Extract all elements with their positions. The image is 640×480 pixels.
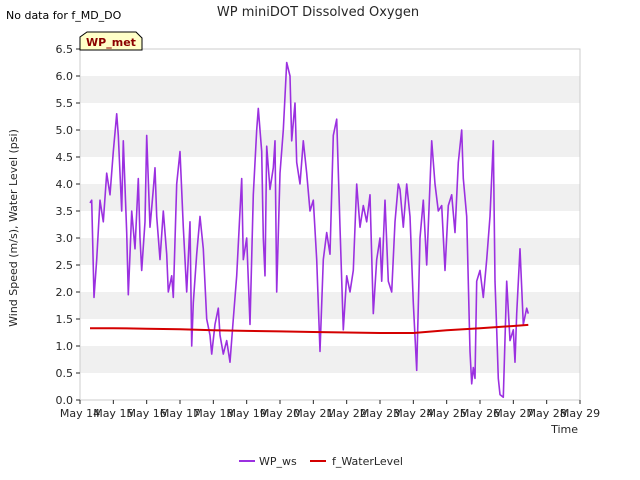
y-axis-ticks: 0.0 0.5 1.0 1.5 2.0 2.5 3.0 3.5 4.0 4.5 5.0 5.5 6.0 6…	[56, 43, 80, 407]
y-tick-label: 0.5	[56, 367, 74, 380]
grid-band	[80, 49, 580, 76]
series-line-wp-ws	[89, 61, 530, 399]
x-tick-label: May 24	[393, 407, 433, 420]
y-tick-label: 1.5	[56, 313, 74, 326]
x-tick-label: May 17	[160, 407, 200, 420]
y-tick-label: 4.0	[56, 178, 74, 191]
y-tick-label: 6.5	[56, 43, 74, 56]
grid-band	[80, 373, 580, 400]
y-tick-label: 1.0	[56, 340, 74, 353]
grid-band	[80, 265, 580, 292]
y-tick-label: 6.0	[56, 70, 74, 83]
x-tick-label: May 16	[127, 407, 167, 420]
x-tick-label: May 29	[560, 407, 600, 420]
badge: WP_met	[79, 31, 143, 51]
x-tick-label: May 14	[60, 407, 100, 420]
x-tick-label: May 28	[527, 407, 567, 420]
chart-title: WP miniDOT Dissolved Oxygen	[217, 5, 419, 20]
x-axis-label: Time	[550, 423, 578, 436]
x-tick-label: May 18	[193, 407, 233, 420]
grid-band	[80, 184, 580, 211]
legend-label-water-level: f_WaterLevel	[332, 455, 403, 468]
y-axis-label: Wind Speed (m/s), Water Level (psi)	[7, 129, 20, 327]
x-tick-label: May 23	[360, 407, 400, 420]
x-tick-label: May 21	[293, 407, 333, 420]
grid-band	[80, 130, 580, 157]
x-tick-label: May 25	[427, 407, 467, 420]
no-data-note: No data for f_MD_DO	[6, 9, 122, 22]
y-tick-label: 0.0	[56, 394, 74, 407]
y-tick-label: 3.5	[56, 205, 74, 218]
plot-frame	[79, 48, 581, 401]
x-tick-label: May 20	[260, 407, 300, 420]
grid-band	[80, 157, 580, 184]
y-tick-label: 2.5	[56, 259, 74, 272]
legend-label-wp-ws: WP_ws	[259, 455, 297, 468]
x-tick-label: May 27	[493, 407, 533, 420]
x-tick-label: May 22	[327, 407, 367, 420]
badge-shape	[79, 31, 143, 51]
y-tick-label: 5.5	[56, 97, 74, 110]
x-tick-label: May 19	[227, 407, 267, 420]
grid-band	[80, 76, 580, 103]
x-tick-label: May 26	[460, 407, 500, 420]
x-tick-label: May 15	[93, 407, 133, 420]
y-tick-label: 5.0	[56, 124, 74, 137]
series-line-water-level	[90, 323, 529, 334]
grid-band	[80, 103, 580, 130]
y-tick-label: 2.0	[56, 286, 74, 299]
y-tick-label: 4.5	[56, 151, 74, 164]
legend: WP_ws f_WaterLevel	[239, 455, 403, 468]
badge-label: WP_met	[86, 36, 136, 49]
y-tick-label: 3.0	[56, 232, 74, 245]
series-layer	[89, 61, 530, 399]
